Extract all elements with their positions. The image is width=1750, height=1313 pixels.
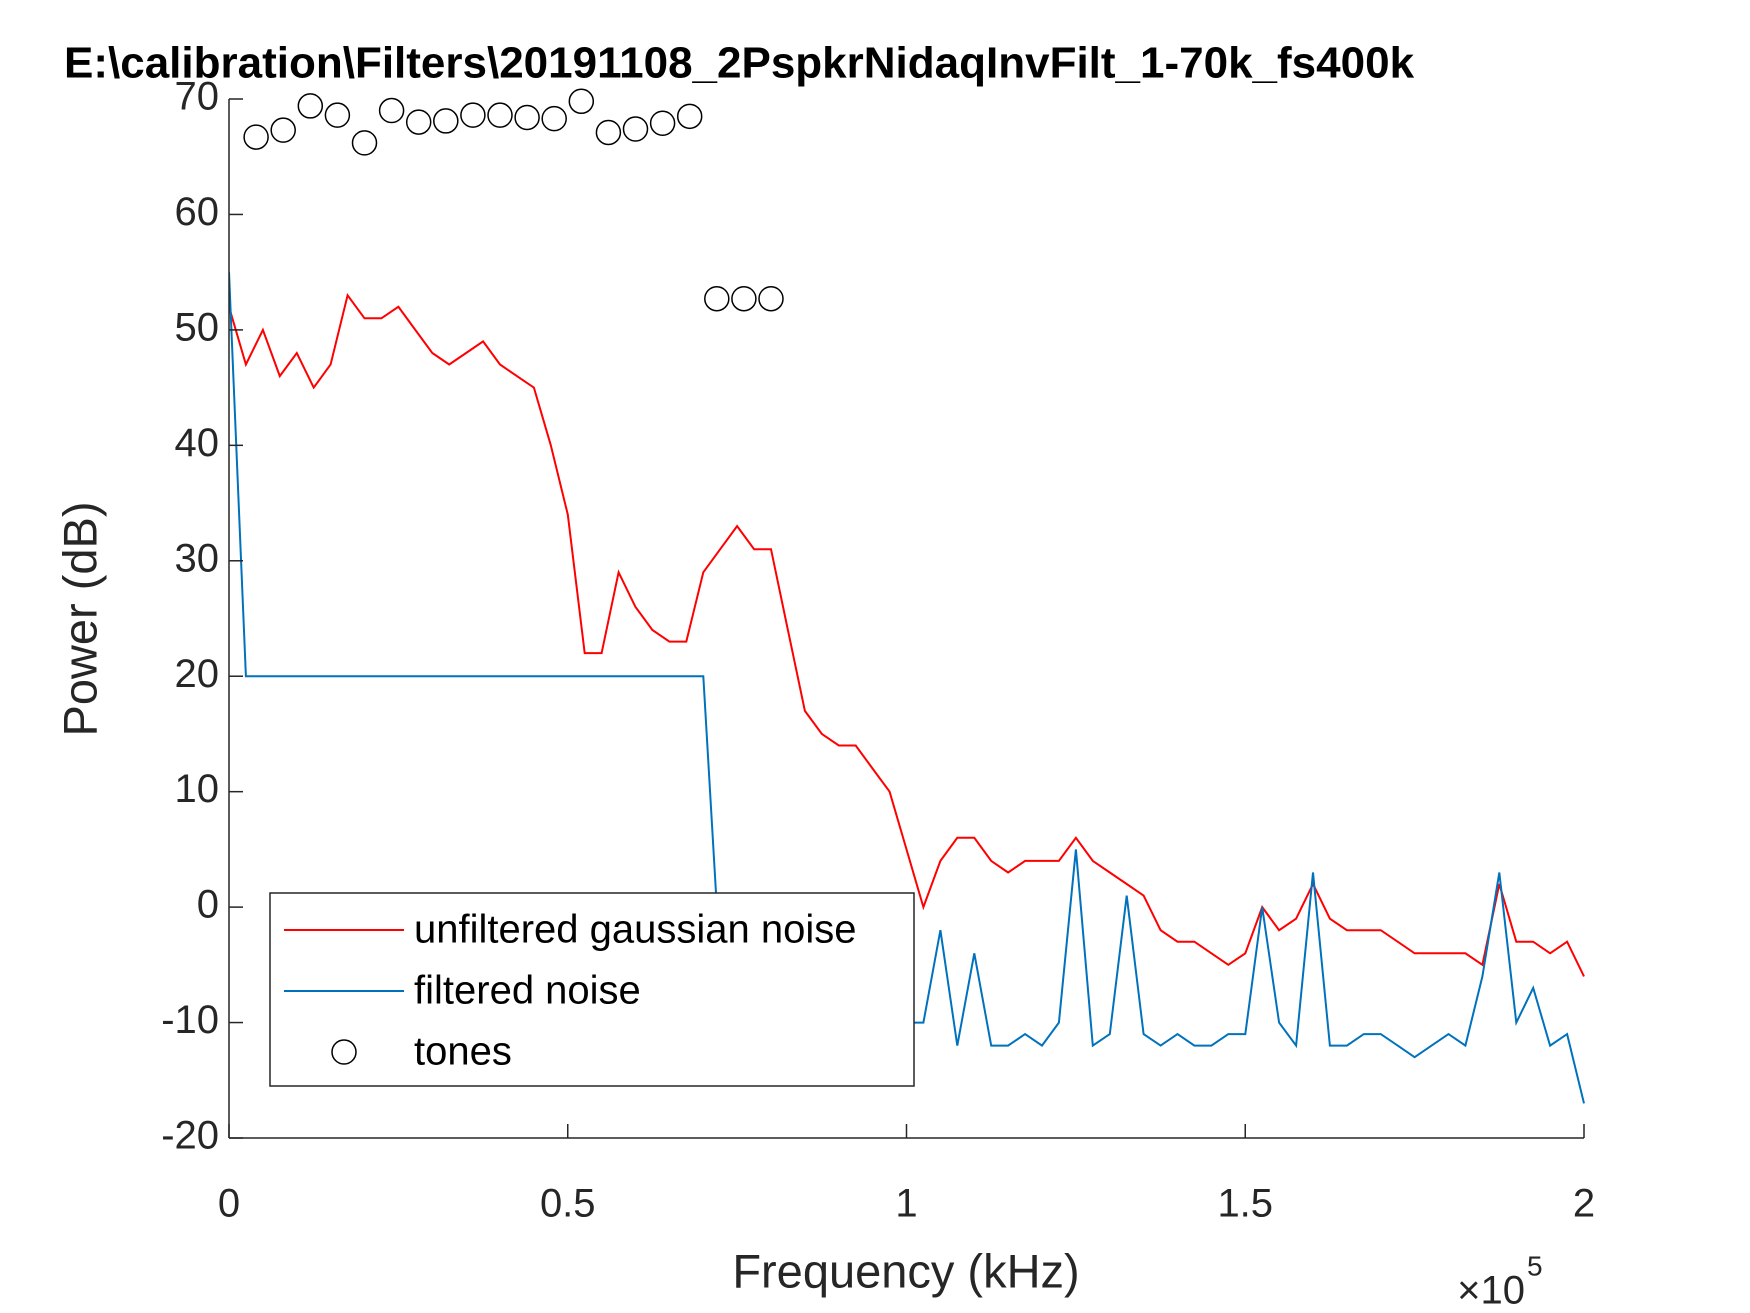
tone-marker [758,285,784,312]
y-tick-label: -20 [161,1114,219,1158]
y-tick-label: 60 [175,190,220,234]
y-tick-label: 50 [175,305,220,349]
legend-label: filtered noise [414,969,641,1013]
y-tick-label: -10 [161,998,219,1042]
y-tick-label: 40 [175,421,220,465]
tone-marker [704,285,730,312]
series-line [229,292,1585,977]
x-axis-label: Frequency (kHz) [732,1244,1079,1297]
y-tick-label: 30 [175,536,220,580]
tone-marker [378,97,405,124]
tone-marker [433,108,459,134]
y-tick-label: 70 [175,75,220,119]
x-tick-label: 1 [895,1182,917,1226]
chart-title: E:\calibration\Filters\20191108_2PspkrNi… [64,39,1415,88]
legend-label: tones [414,1030,512,1074]
tone-marker [405,109,432,135]
x-tick-label: 0 [218,1182,240,1226]
tone-marker [622,116,649,142]
tone-marker [595,119,622,146]
y-tick-label: 10 [175,767,220,811]
plot-area [229,88,1585,1104]
tone-marker [514,104,540,131]
y-tick-label: 20 [175,652,220,696]
x-multiplier: ×10 [1457,1269,1525,1313]
x-tick-label: 1.5 [1217,1182,1273,1226]
x-tick-label: 2 [1573,1182,1595,1226]
y-tick-label: 0 [197,883,219,927]
legend-marker [331,1039,357,1065]
x-multiplier-exponent: 5 [1527,1250,1543,1281]
tone-marker [460,102,486,128]
tone-marker [270,117,296,143]
tone-marker [243,124,269,150]
tone-marker [731,285,757,312]
tone-marker [351,130,378,156]
tone-marker [676,103,703,130]
tone-marker [649,110,676,136]
tone-marker [541,105,567,132]
legend-label: unfiltered gaussian noise [414,908,857,952]
tone-marker [297,93,324,119]
tone-marker [487,102,513,128]
tone-marker [568,88,595,115]
legend-box [269,892,915,1087]
tone-marker [324,102,351,128]
y-axis-label: Power (dB) [53,501,106,736]
x-tick-label: 0.5 [540,1182,596,1226]
